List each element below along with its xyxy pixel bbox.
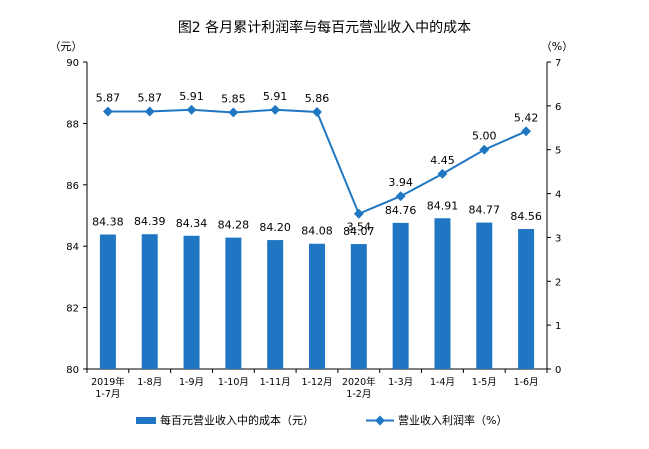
right-tick-label: 1: [555, 321, 561, 332]
bar: [183, 235, 200, 369]
left-axis-unit: （元）: [50, 40, 83, 53]
x-tick-label: 1-2月: [346, 389, 371, 400]
bar-series: 84.38 84.39 84.34 84.28 84.20 84.08 84.07 84.76…: [92, 199, 542, 369]
line-point: [353, 208, 364, 219]
bar-data-label: 84.34: [176, 217, 208, 230]
line-point: [144, 106, 155, 117]
line-point: [521, 126, 532, 137]
line-data-label: 5.87: [96, 92, 121, 105]
line-data-label: 5.42: [514, 111, 539, 124]
bar-data-label: 84.07: [343, 225, 375, 238]
line-data-label: 5.86: [305, 92, 330, 105]
right-tick-label: 0: [555, 365, 561, 376]
bar-data-label: 84.91: [427, 199, 459, 212]
bar: [434, 218, 451, 369]
left-tick-label: 88: [66, 119, 79, 130]
x-tick-label: 1-5月: [472, 377, 497, 388]
x-tick-label: 2019年: [91, 376, 125, 388]
chart-title: 图2 各月累计利润率与每百元营业收入中的成本: [178, 19, 471, 36]
x-tick-label: 1-12月: [301, 377, 332, 388]
line-point: [102, 106, 113, 117]
bar: [99, 234, 116, 369]
left-tick-label: 90: [66, 58, 79, 69]
bar: [267, 240, 284, 369]
right-tick-label: 5: [555, 146, 561, 157]
right-axis-unit: （%）: [541, 40, 573, 53]
line-point: [270, 104, 281, 115]
legend-line-marker: [375, 415, 385, 426]
right-tick-label: 6: [555, 102, 561, 113]
bar: [350, 244, 367, 369]
left-tick-label: 86: [66, 181, 79, 192]
x-tick-label: 1-9月: [179, 377, 204, 388]
bar-data-label: 84.56: [510, 210, 542, 223]
bar-data-label: 84.28: [218, 219, 250, 232]
x-tick-label: 1-6月: [514, 377, 539, 388]
line-point: [395, 191, 406, 202]
bar-data-label: 84.76: [385, 204, 417, 217]
x-tick-label: 1-8月: [137, 377, 162, 388]
bar-data-label: 84.38: [92, 216, 124, 229]
right-tick-label: 7: [555, 58, 561, 69]
x-tick-label: 1-10月: [218, 377, 249, 388]
line-data-label: 5.91: [179, 90, 204, 103]
bar: [518, 229, 535, 369]
bar: [141, 234, 158, 369]
line-data-label: 5.00: [472, 130, 497, 143]
line-data-label: 3.94: [388, 176, 413, 189]
legend-bar-swatch: [136, 417, 156, 424]
line-point: [186, 104, 197, 115]
line-data-label: 4.45: [430, 154, 455, 167]
bar-data-label: 84.08: [301, 225, 333, 238]
legend-bar-label: 每百元营业收入中的成本（元）: [160, 413, 314, 427]
left-tick-label: 82: [66, 304, 79, 315]
line-path: [107, 108, 527, 216]
line-point: [228, 107, 239, 118]
x-tick-label: 1-11月: [260, 377, 291, 388]
left-tick-label: 84: [66, 242, 79, 253]
bar: [309, 243, 325, 369]
left-tick-label: 80: [66, 365, 79, 376]
x-tick-label: 1-7月: [95, 389, 120, 400]
bar: [476, 222, 493, 369]
bar: [225, 237, 242, 369]
x-tick-label: 1-4月: [430, 377, 455, 388]
bar: [392, 222, 409, 369]
line-data-label: 3.54: [347, 221, 372, 234]
line-point: [437, 168, 448, 179]
bar-data-label: 84.39: [134, 215, 166, 228]
right-tick-label: 3: [555, 233, 561, 244]
right-tick-label: 4: [555, 190, 561, 201]
line-data-label: 5.87: [137, 92, 162, 105]
right-tick-label: 2: [555, 277, 561, 288]
line-series: 5.87 5.87 5.91 5.85 5.91 5.86 3.54 3.94 4.45 5.00…: [96, 90, 539, 234]
legend-line-label: 营业收入利润率（%）: [398, 413, 507, 427]
line-point: [479, 144, 490, 155]
x-tick-label: 1-3月: [388, 377, 413, 388]
bar-data-label: 84.77: [469, 204, 501, 217]
line-data-label: 5.91: [263, 90, 288, 103]
legend: 每百元营业收入中的成本（元） 营业收入利润率（%）: [136, 413, 507, 427]
line-data-label: 5.85: [221, 92, 246, 105]
bar-data-label: 84.20: [259, 221, 291, 234]
line-point: [312, 107, 322, 117]
x-tick-label: 2020年: [342, 376, 376, 388]
